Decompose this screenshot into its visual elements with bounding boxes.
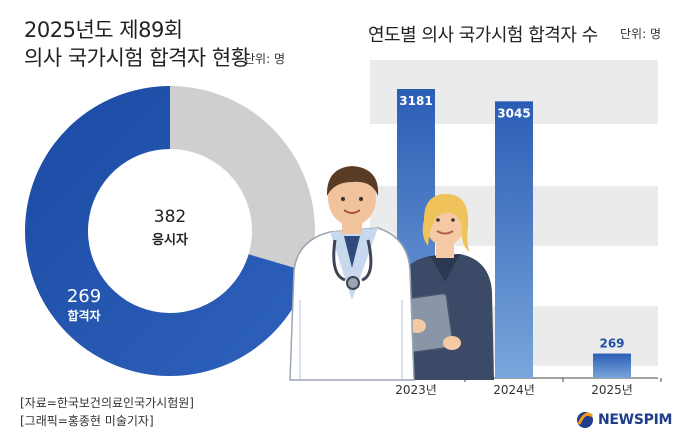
- donut-total-label: 응시자: [152, 233, 188, 248]
- bar-2024년: [495, 101, 533, 378]
- newspim-logo-icon: [577, 412, 593, 428]
- bar-value-label: 3181: [399, 94, 432, 108]
- source-credit: [자료=한국보건의료인국가시험원]: [20, 396, 194, 410]
- bar-value-label: 3045: [497, 106, 530, 120]
- bar-value-label: 269: [599, 337, 624, 351]
- graphic-credit: [그래픽=홍종현 미술기자]: [20, 414, 154, 428]
- left-title-line2: 의사 국가시험 합격자 현황: [24, 46, 250, 70]
- doctor-figure: [289, 166, 415, 381]
- x-tick-label: 2025년: [591, 383, 633, 397]
- nurse-figure: [395, 194, 494, 380]
- donut-slice-passed: [25, 85, 310, 376]
- left-title-line1: 2025년도 제89회: [24, 18, 183, 42]
- donut-passed-label: 합격자: [67, 308, 100, 323]
- right-unit-label: 단위: 명: [620, 27, 661, 41]
- brand-logo: NEWSPIM: [578, 410, 672, 430]
- brand-name: NEWSPIM: [598, 412, 673, 428]
- donut-passed-value: 269: [67, 286, 101, 307]
- doctor-nurse-illustration: [289, 166, 494, 381]
- donut-slice-remainder: [170, 86, 316, 273]
- bar-2025년: [593, 353, 631, 378]
- x-tick-label: 2024년: [493, 383, 535, 397]
- left-unit-label: 단위: 명: [244, 52, 285, 66]
- x-tick-label: 2023년: [395, 383, 437, 397]
- right-title: 연도별 의사 국가시험 합격자 수: [368, 25, 598, 46]
- donut-total-value: 382: [154, 207, 186, 227]
